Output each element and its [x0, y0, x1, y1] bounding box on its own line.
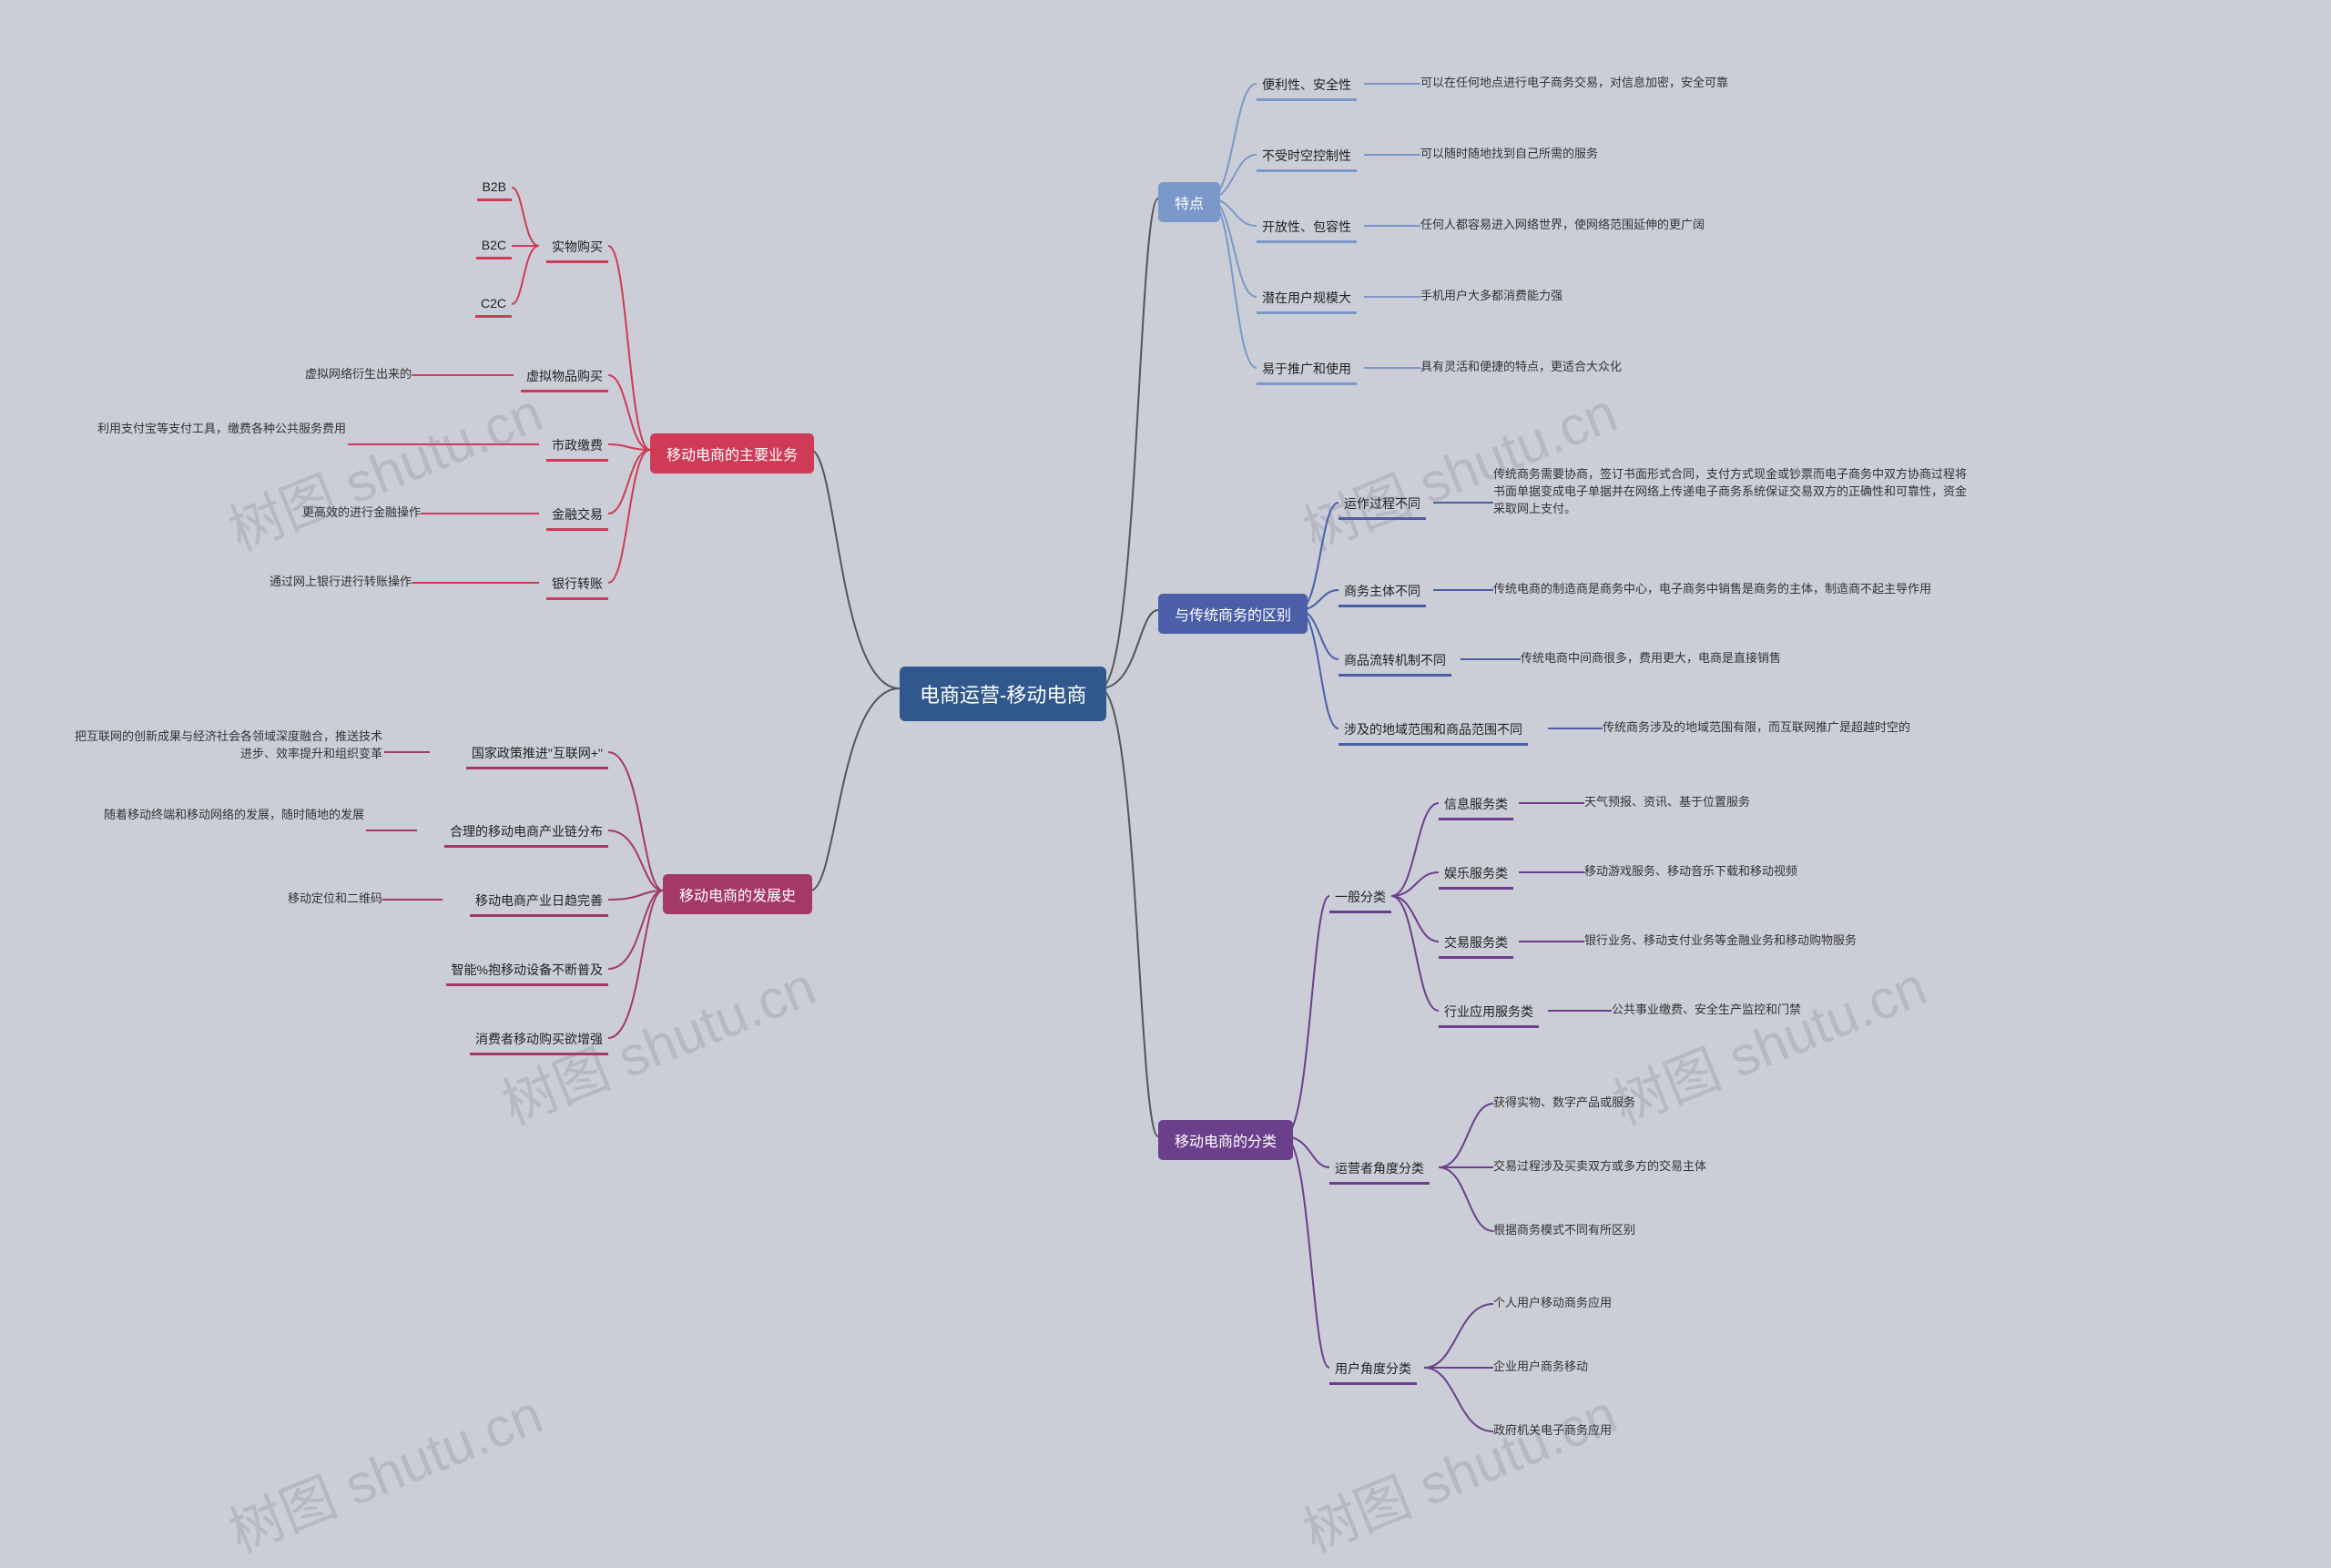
sub-cat-0-2[interactable]: 交易服务类	[1439, 931, 1513, 959]
branch-diff: 与传统商务的区别	[1158, 594, 1308, 634]
leaf-feat-1: 可以随时随地找到自己所需的服务	[1420, 144, 1598, 161]
watermark: 树图 shutu.cn	[1600, 942, 1937, 1140]
leaf-biz-3-0: 更高效的进行金融操作	[302, 503, 421, 520]
leaf-cat-0-1: 移动游戏服务、移动音乐下载和移动视频	[1584, 861, 1797, 879]
sub-diff-1[interactable]: 商务主体不同	[1339, 579, 1426, 607]
root-node[interactable]: 电商运营-移动电商	[900, 667, 1106, 721]
leaf-b2c[interactable]: B2C	[476, 235, 512, 260]
sub-biz-0[interactable]: 实物购买	[546, 235, 608, 263]
leaf-b2b[interactable]: B2B	[477, 177, 512, 201]
leaf-biz-2-0: 利用支付宝等支付工具，缴费各种公共服务费用	[73, 419, 346, 436]
leaf-diff-2: 传统电商中间商很多，费用更大，电商是直接销售	[1521, 648, 1781, 666]
leaf-cat-2-0: 个人用户移动商务应用	[1493, 1293, 1612, 1310]
sub-diff-2[interactable]: 商品流转机制不同	[1339, 648, 1451, 677]
branch-category[interactable]: 移动电商的分类	[1158, 1120, 1293, 1160]
leaf-c2c[interactable]: C2C	[475, 293, 512, 318]
branch-features[interactable]: 特点	[1158, 182, 1220, 222]
leaf-cat-1-0: 获得实物、数字产品或服务	[1493, 1093, 1635, 1110]
leaf-cat-0-3: 公共事业缴费、安全生产监控和门禁	[1612, 1000, 1801, 1017]
sub-cat-0-3[interactable]: 行业应用服务类	[1439, 1000, 1539, 1028]
mindmap-canvas: 树图 shutu.cn 树图 shutu.cn 树图 shutu.cn 树图 s…	[0, 0, 2331, 1478]
sub-hist-2[interactable]: 移动电商产业日趋完善	[470, 889, 608, 917]
leaf-diff-0: 传统商务需要协商，签订书面形式合同，支付方式现金或钞票而电子商务中双方协商过程将…	[1493, 464, 1967, 516]
leaf-feat-4: 具有灵活和便捷的特点，更适合大众化	[1420, 357, 1622, 374]
leaf-hist-1-0: 随着移动终端和移动网络的发展，随时随地的发展	[73, 805, 364, 822]
branch-history[interactable]: 移动电商的发展史	[663, 874, 812, 914]
sub-hist-4[interactable]: 消费者移动购买欲增强	[470, 1027, 608, 1055]
leaf-cat-1-2: 根据商务模式不同有所区别	[1493, 1220, 1635, 1237]
sub-biz-3[interactable]: 金融交易	[546, 503, 608, 531]
sub-diff-0[interactable]: 运作过程不同	[1339, 492, 1426, 520]
sub-hist-0[interactable]: 国家政策推进"互联网+"	[466, 741, 608, 769]
leaf-cat-1-1: 交易过程涉及买卖双方或多方的交易主体	[1493, 1156, 1706, 1174]
sub-hist-1[interactable]: 合理的移动电商产业链分布	[444, 820, 608, 848]
sub-cat-0-1[interactable]: 娱乐服务类	[1439, 861, 1513, 890]
leaf-feat-0: 可以在任何地点进行电子商务交易，对信息加密，安全可靠	[1420, 73, 1728, 90]
leaf-diff-1: 传统电商的制造商是商务中心，电子商务中销售是商务的主体，制造商不起主导作用	[1493, 579, 1931, 596]
leaf-feat-2: 任何人都容易进入网络世界，使网络范围延伸的更广阔	[1420, 215, 1705, 232]
leaf-cat-0-2: 银行业务、移动支付业务等金融业务和移动购物服务	[1584, 931, 1857, 948]
sub-diff-3[interactable]: 涉及的地域范围和商品范围不同	[1339, 718, 1528, 746]
leaf-cat-2-1: 企业用户商务移动	[1493, 1357, 1588, 1374]
watermark: 树图 shutu.cn	[1290, 1370, 1627, 1568]
leaf-diff-3: 传统商务涉及的地域范围有限，而互联网推广是超越时空的	[1603, 718, 1910, 735]
watermark: 树图 shutu.cn	[216, 1370, 553, 1568]
sub-biz-2[interactable]: 市政缴费	[546, 433, 608, 462]
sub-cat-2[interactable]: 用户角度分类	[1329, 1357, 1417, 1385]
branch-biz[interactable]: 移动电商的主要业务	[650, 433, 814, 473]
sub-feat-0[interactable]: 便利性、安全性	[1257, 73, 1357, 101]
leaf-hist-2-0: 移动定位和二维码	[288, 889, 382, 906]
sub-biz-4[interactable]: 银行转账	[546, 572, 608, 600]
sub-feat-1[interactable]: 不受时空控制性	[1257, 144, 1357, 172]
leaf-biz-1-0: 虚拟网络衍生出来的	[305, 364, 412, 382]
leaf-biz-4-0: 通过网上银行进行转账操作	[270, 572, 412, 589]
watermark: 树图 shutu.cn	[216, 369, 553, 566]
sub-feat-2[interactable]: 开放性、包容性	[1257, 215, 1357, 243]
sub-hist-3[interactable]: 智能%抱移动设备不断普及	[446, 958, 608, 986]
sub-cat-0-0[interactable]: 信息服务类	[1439, 792, 1513, 820]
leaf-hist-0-0: 把互联网的创新成果与经济社会各领域深度融合，推送技术进步、效率提升和组织变革	[73, 727, 382, 761]
leaf-feat-3: 手机用户大多都消费能力强	[1420, 286, 1562, 303]
leaf-cat-0-0: 天气预报、资讯、基于位置服务	[1584, 792, 1750, 809]
sub-feat-3[interactable]: 潜在用户规模大	[1257, 286, 1357, 314]
sub-feat-4[interactable]: 易于推广和使用	[1257, 357, 1357, 385]
sub-biz-1[interactable]: 虚拟物品购买	[521, 364, 608, 392]
sub-cat-1[interactable]: 运营者角度分类	[1329, 1156, 1430, 1185]
leaf-cat-2-2: 政府机关电子商务应用	[1493, 1420, 1612, 1438]
sub-cat-0[interactable]: 一般分类	[1329, 885, 1391, 913]
